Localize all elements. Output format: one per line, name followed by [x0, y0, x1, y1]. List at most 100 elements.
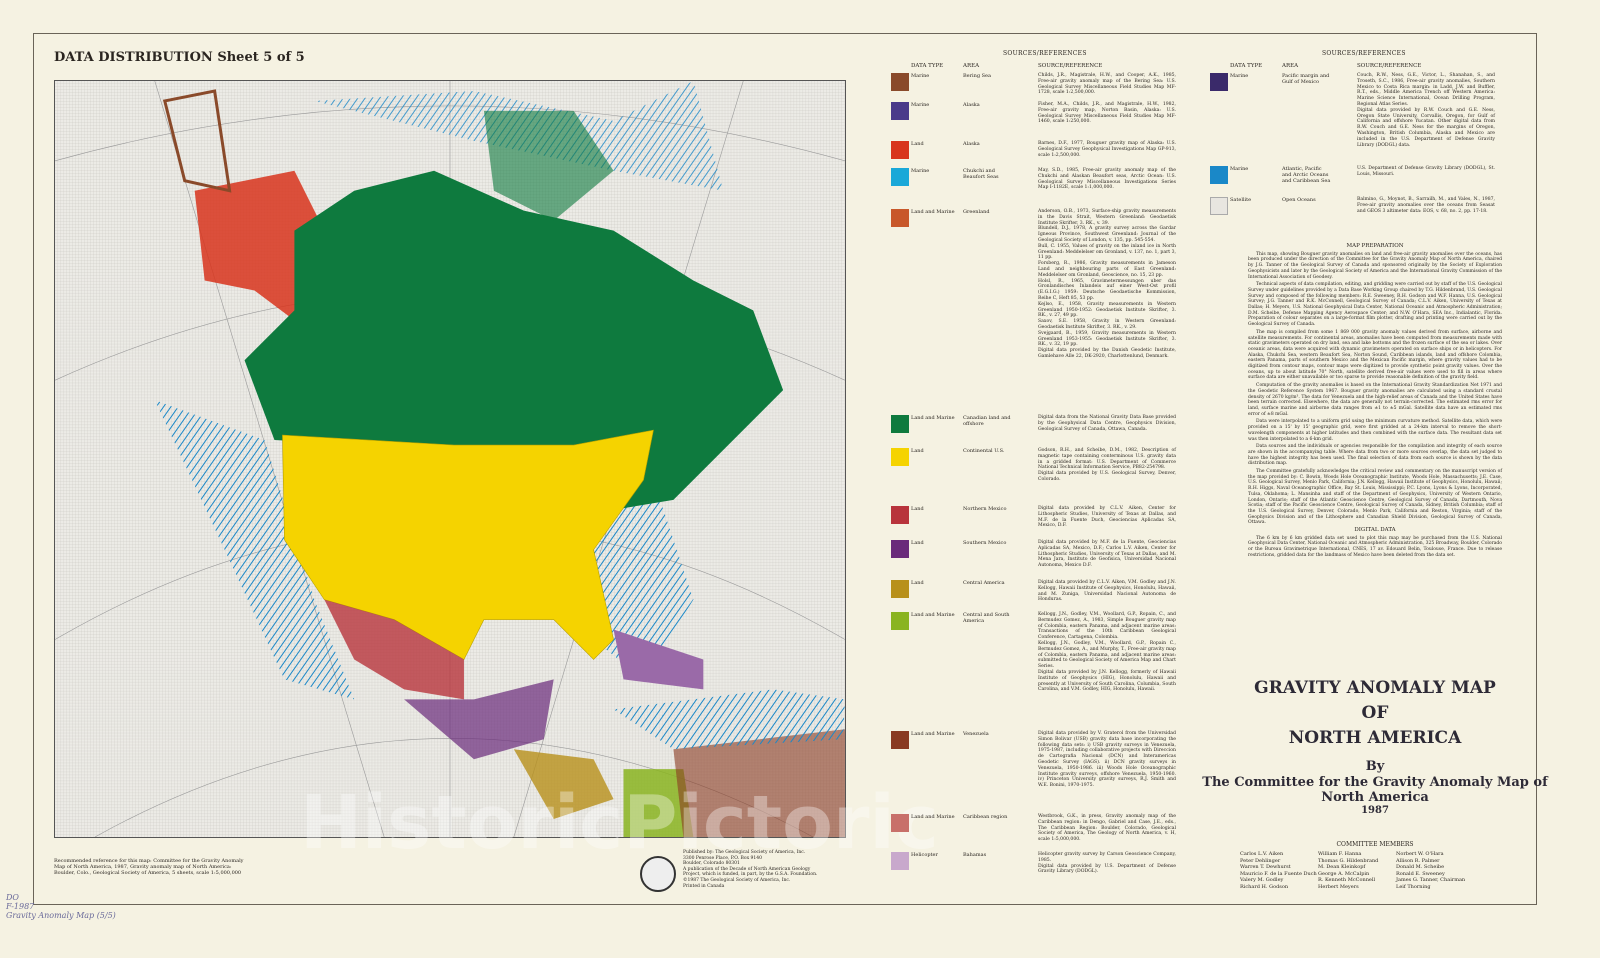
legend-reference: Digital data from the National Gravity D… — [1038, 415, 1176, 432]
sources-header-left: SOURCES/REFERENCES — [1003, 50, 1087, 57]
legend-data-type: Land and Marine — [911, 612, 955, 618]
title-committee: The Committee for the Gravity Anomaly Ma… — [1202, 775, 1548, 805]
legend-area: Continental U.S. — [963, 448, 1005, 454]
legend-area: Open Oceans — [1282, 197, 1316, 203]
title-line: NORTH AMERICA — [1288, 728, 1462, 748]
legend-data-type: Land — [911, 506, 924, 512]
committee-member: William F. Hanna — [1318, 851, 1362, 857]
legend-swatch — [1210, 73, 1228, 91]
legend-swatch — [891, 448, 909, 466]
title-line: OF — [1361, 703, 1389, 723]
legend-data-type: Land and Marine — [911, 731, 955, 737]
committee-member: James G. Tanner, Chairman — [1396, 877, 1466, 884]
venezuela-coverage — [673, 729, 845, 837]
sheet-title: DATA DISTRIBUTION Sheet 5 of 5 — [54, 50, 305, 65]
legend-area: Venezuela — [963, 731, 989, 737]
bering-sea-coverage — [162, 89, 232, 193]
legend-swatch — [891, 141, 909, 159]
legend-area: Bahamas — [963, 852, 987, 858]
map-preparation-paragraph: Technical aspects of data compilation, e… — [1248, 282, 1502, 328]
legend-swatch — [891, 612, 909, 630]
legend-area: Greenland — [963, 209, 990, 215]
legend-swatch — [891, 102, 909, 120]
committee-member: R. Kenneth McConnell — [1318, 877, 1376, 884]
legend-reference: Westbrook, G.K., in press, Gravity anoma… — [1038, 814, 1176, 843]
legend-reference: Anderson, O.B., 1973, Surface-ship gravi… — [1038, 209, 1176, 359]
legend-swatch — [891, 814, 909, 832]
south-america-coverage — [623, 769, 694, 837]
publisher-line: Boulder, Colorado 80301 — [683, 861, 740, 867]
legend-reference: Balmino, G., Moynot, B., Sarrailh, M., a… — [1357, 197, 1495, 214]
legend-area: Alaska — [963, 141, 980, 147]
legend-reference: Helicopter gravity survey by Carson Geos… — [1038, 852, 1176, 875]
committee-member: Warren T. Dewhurst — [1240, 864, 1291, 871]
stamp-line: Gravity Anomaly Map (5/5) — [6, 911, 116, 920]
southern-mexico-coverage — [404, 679, 554, 760]
map-sheet-frame — [33, 33, 1537, 905]
committee-member: Norbert W. O'Hara — [1396, 851, 1444, 857]
committee-members-heading: COMMITTEE MEMBERS — [1336, 841, 1414, 848]
legend-data-type: Marine — [1230, 166, 1249, 172]
committee-column: Norbert W. O'Hara Allison R. Palmer Donald… — [1396, 851, 1465, 891]
legend-data-type: Satellite — [1230, 197, 1252, 203]
legend-area: Central America — [963, 580, 1005, 586]
legend-swatch — [891, 506, 909, 524]
legend-area: Chukchi and Beaufort Seas — [963, 168, 999, 180]
legend-reference: Digital data provided by C.L.V. Aiken, C… — [1038, 506, 1176, 529]
central-america-coverage — [513, 749, 614, 820]
legend-data-type: Land and Marine — [911, 415, 955, 421]
legend-area: Pacific margin and Gulf of Mexico — [1282, 73, 1330, 85]
printed-in: Printed in Canada — [683, 883, 725, 889]
legend-data-type: Marine — [1230, 73, 1249, 79]
legend-swatch — [891, 209, 909, 227]
committee-member: Valery M. Godley — [1240, 877, 1284, 884]
col-source: SOURCE/REFERENCE — [1038, 63, 1103, 69]
legend-swatch — [891, 73, 909, 91]
sources-header-right: SOURCES/REFERENCES — [1322, 50, 1406, 57]
stamp-line: F-1987 — [6, 902, 35, 911]
map-preparation-paragraph: Computation of the gravity anomalies is … — [1248, 383, 1502, 417]
digital-data-text: The 6 km by 6 km gridded data set used t… — [1248, 535, 1502, 558]
legend-area: Canadian land and offshore — [963, 415, 1011, 427]
map-preparation-paragraph: Data were interpolated to a uniform grid… — [1248, 419, 1502, 442]
col-data-type: DATA TYPE — [1230, 63, 1263, 69]
col-area: AREA — [963, 63, 980, 69]
map-preparation-paragraph: Data sources and the individuals or agen… — [1248, 444, 1502, 467]
publisher-line: A publication of the Decade of North Ame… — [683, 866, 811, 872]
map-preparation-paragraph: The Committee gratefully acknowledges th… — [1248, 469, 1502, 526]
legend-area: Southern Mexico — [963, 540, 1007, 546]
legend-area: Central and South America — [963, 612, 1010, 624]
legend-data-type: Marine — [911, 168, 930, 174]
legend-area: Alaska — [963, 102, 980, 108]
legend-reference: Godson, R.H., and Scheibe, D.M., 1982, D… — [1038, 448, 1176, 482]
digital-data-heading: DIGITAL DATA — [1354, 527, 1396, 534]
committee-member: George A. McCalpin — [1318, 870, 1370, 877]
legend-swatch — [891, 580, 909, 598]
legend-data-type: Marine — [911, 73, 930, 79]
legend-area: Bering Sea — [963, 73, 991, 79]
legend-reference: U.S. Department of Defense Gravity Libra… — [1357, 166, 1495, 177]
gulf-of-mexico-marine-coverage — [613, 629, 704, 690]
publisher-line: Project, which is funded, in part, by th… — [683, 872, 818, 878]
legend-data-type: Land and Marine — [911, 209, 955, 215]
committee-member: Leif Thorning — [1396, 883, 1431, 890]
legend-area: Caribbean region — [963, 814, 1008, 820]
legend-reference: Digital data provided by C.L.V. Aiken, V… — [1038, 580, 1176, 603]
legend-data-type: Land — [911, 448, 924, 454]
map-title-block: GRAVITY ANOMALY MAP OF NORTH AMERICA By … — [1200, 676, 1550, 816]
committee-column: William F. Hanna Thomas G. Hildenbrand M. … — [1318, 851, 1378, 891]
northern-mexico-coverage — [324, 599, 464, 700]
legend-swatch — [891, 731, 909, 749]
copyright: ©1987 The Geological Society of America,… — [683, 877, 791, 883]
alaska-land-coverage — [194, 170, 325, 321]
publisher-line: 3300 Penrose Place, P.O. Box 9140 — [683, 855, 762, 861]
committee-member: Ronald E. Sweeney — [1396, 870, 1445, 877]
legend-data-type: Land — [911, 141, 924, 147]
legend-data-type: Helicopter — [911, 852, 938, 858]
legend-reference: May, S.D., 1985, Free-air gravity anomal… — [1038, 168, 1176, 191]
legend-swatch — [891, 852, 909, 870]
title-by: By — [1365, 759, 1385, 774]
legend-reference: Kellogg, J.N., Godley, V.M., Woollard, G… — [1038, 612, 1176, 693]
legend-swatch — [1210, 166, 1228, 184]
greenland-coverage — [483, 110, 614, 221]
